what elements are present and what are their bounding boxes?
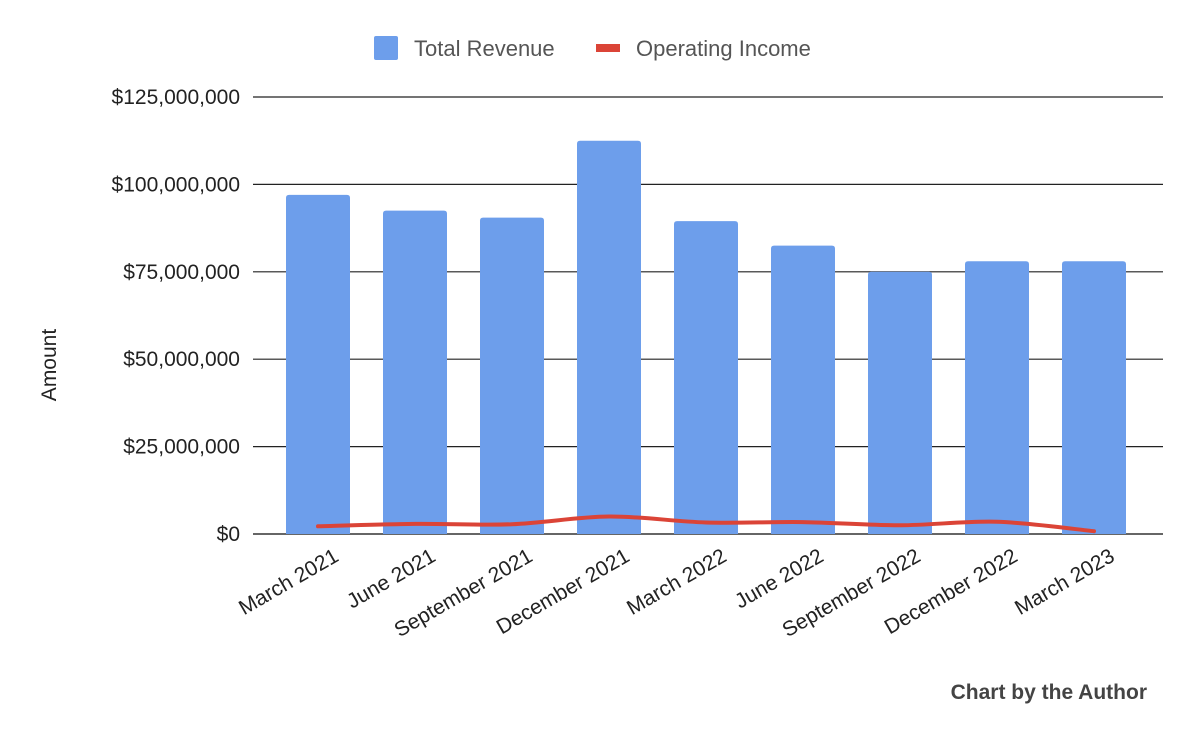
legend: Total Revenue Operating Income: [374, 36, 811, 61]
bar-total-revenue: [965, 261, 1029, 534]
y-tick-label: $0: [217, 523, 240, 546]
y-tick-label: $75,000,000: [123, 261, 240, 284]
y-tick-label: $50,000,000: [123, 348, 240, 371]
bar-total-revenue: [286, 194, 350, 534]
y-axis-title: Amount: [38, 329, 61, 402]
bar-total-revenue: [1062, 261, 1126, 534]
bar-total-revenue: [383, 210, 447, 534]
bar-total-revenue: [480, 217, 544, 534]
bar-total-revenue: [868, 271, 932, 534]
legend-swatch-total-revenue: [374, 36, 398, 60]
line-series-operating-income: [316, 514, 1096, 534]
bar-total-revenue: [577, 140, 641, 534]
chart-credit: Chart by the Author: [951, 681, 1147, 704]
y-tick-label: $25,000,000: [123, 436, 240, 459]
bar-series-total-revenue: [286, 140, 1126, 534]
x-tick-label: March 2021: [235, 544, 343, 619]
line-operating-income: [316, 514, 1096, 534]
y-axis-tick-labels: $0 $25,000,000 $50,000,000 $75,000,000 $100,…: [112, 86, 240, 546]
x-tick-label: March 2023: [1011, 544, 1119, 619]
legend-swatch-operating-income: [596, 44, 620, 52]
bar-total-revenue: [771, 245, 835, 534]
legend-label-operating-income: Operating Income: [636, 36, 811, 61]
bar-total-revenue: [674, 221, 738, 534]
y-tick-label: $100,000,000: [112, 173, 240, 196]
y-tick-label: $125,000,000: [112, 86, 240, 109]
x-tick-label: March 2022: [623, 544, 731, 619]
legend-label-total-revenue: Total Revenue: [414, 36, 555, 61]
